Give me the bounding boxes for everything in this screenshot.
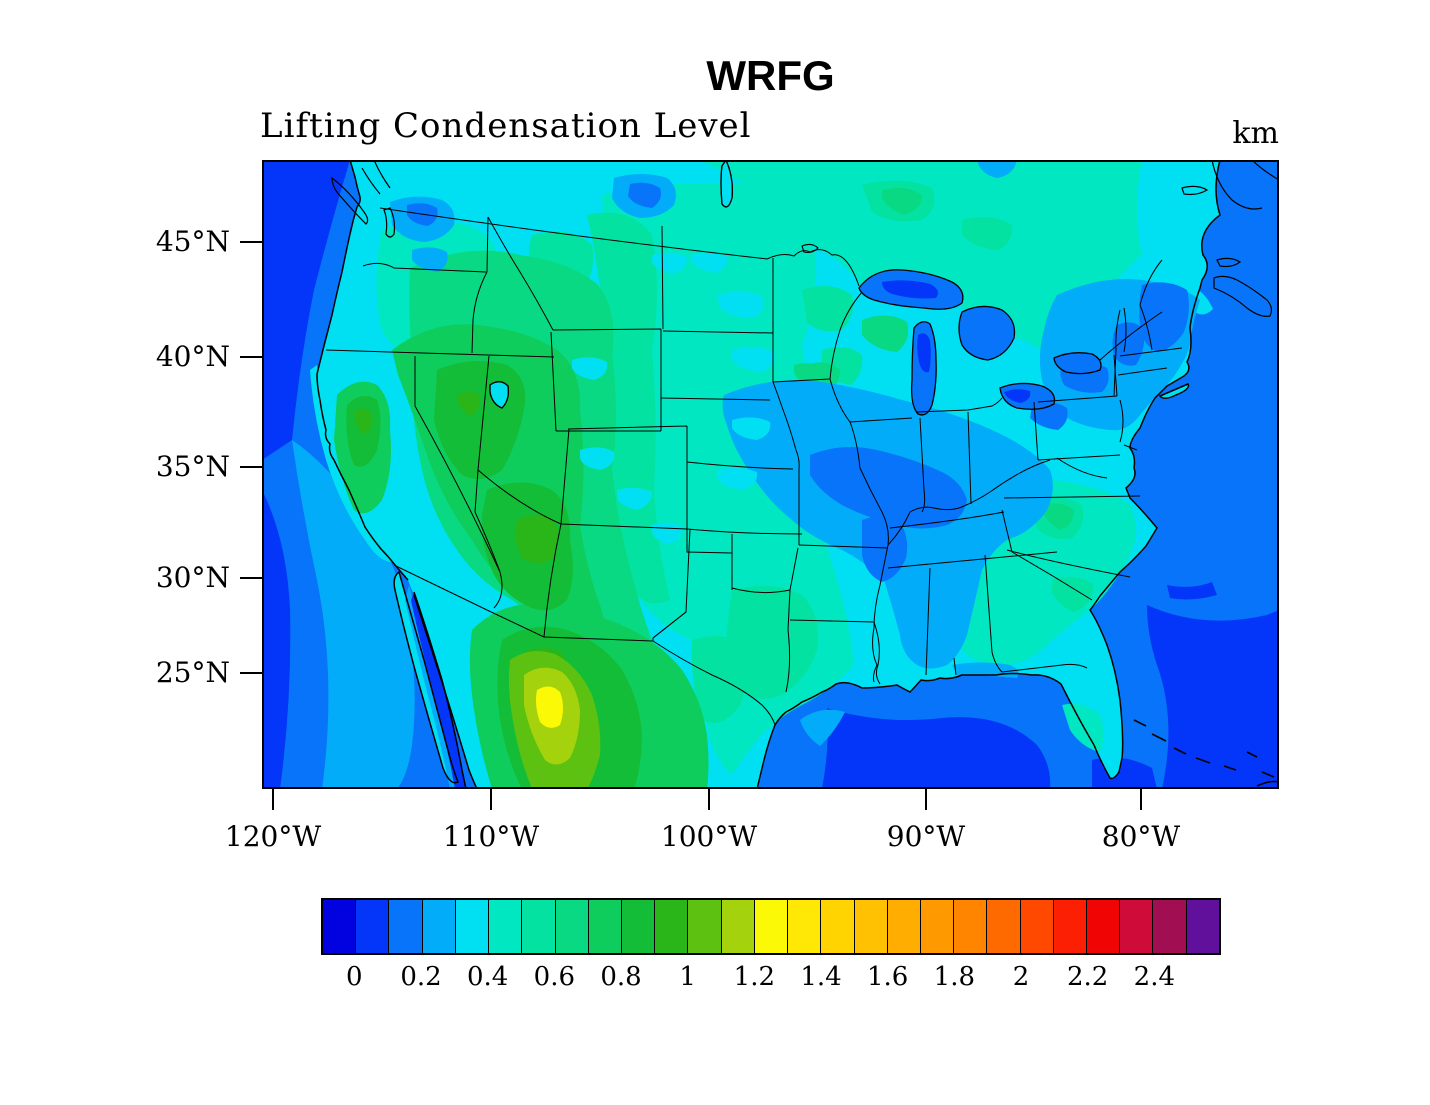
y-tick — [240, 672, 262, 674]
colorbar-tick-label: 1.6 — [866, 962, 909, 992]
colorbar-cell — [554, 900, 588, 953]
colorbar-cell — [1052, 900, 1087, 953]
colorbar-cell — [488, 900, 522, 953]
colorbar-cell — [886, 900, 920, 953]
colorbar-cell — [1019, 900, 1053, 953]
colorbar-cell — [323, 900, 356, 953]
colorbar-tick-label: 1.8 — [933, 962, 976, 992]
colorbar-cell — [720, 900, 754, 953]
y-axis-label: 40°N — [155, 340, 230, 373]
colorbar-cell — [853, 900, 887, 953]
colorbar-cell — [986, 900, 1020, 953]
colorbar-cell — [1185, 900, 1219, 953]
colorbar-tick-label: 1.2 — [733, 962, 776, 992]
x-axis-label: 110°W — [442, 820, 540, 853]
colorbar-tick-label: 1.4 — [800, 962, 842, 992]
colorbar-cell — [388, 900, 422, 953]
x-axis-label: 90°W — [886, 820, 966, 853]
page-title: WRFG — [706, 52, 835, 99]
state-borders — [325, 207, 1183, 726]
x-axis-label: 120°W — [224, 820, 322, 853]
gulf-of-california — [405, 585, 466, 789]
colorbar-tick-label: 0.2 — [400, 962, 442, 992]
colorbar-cell — [1152, 900, 1186, 953]
units-label: km — [1232, 116, 1279, 151]
great-lakes — [489, 160, 1102, 416]
colorbar-cell — [687, 900, 721, 953]
colorbar-labels: 0 0.2 0.4 0.6 0.8 1 1.2 1.4 1.6 1.8 2 2.2 2.4 — [321, 962, 1221, 996]
map-panel — [262, 160, 1279, 789]
plot-subtitle: Lifting Condensation Level — [260, 106, 752, 146]
y-tick — [240, 577, 262, 579]
x-tick — [1140, 789, 1142, 810]
x-axis-label: 80°W — [1101, 820, 1181, 853]
colorbar-cell — [1086, 900, 1120, 953]
x-tick — [925, 789, 927, 810]
y-axis-label: 35°N — [155, 450, 230, 483]
colorbar-cell — [919, 900, 954, 953]
colorbar-cell — [620, 900, 655, 953]
map-canvas — [262, 160, 1279, 789]
colorbar-tick-label: 0.6 — [533, 962, 576, 992]
colorbar-cell — [454, 900, 489, 953]
colorbar-cell — [953, 900, 987, 953]
colorbar-cell — [654, 900, 688, 953]
x-tick — [490, 789, 492, 810]
colorbar-cell — [820, 900, 854, 953]
colorbar-tick-label: 2 — [1012, 962, 1030, 992]
colorbar-cell — [787, 900, 821, 953]
x-tick — [272, 789, 274, 810]
y-axis-label: 30°N — [155, 561, 230, 594]
colorbar-tick-label: 2.2 — [1066, 962, 1109, 992]
colorbar-cell — [521, 900, 555, 953]
y-tick — [240, 356, 262, 358]
y-tick — [240, 466, 262, 468]
colorbar-tick-label: 0.8 — [600, 962, 642, 992]
colorbar-tick-label: 1 — [679, 962, 696, 992]
colorbar-tick-label: 2.4 — [1133, 962, 1176, 992]
colorbar-cell — [355, 900, 389, 953]
colorbar-cell — [753, 900, 788, 953]
y-axis-label: 25°N — [155, 656, 230, 689]
colorbar — [321, 898, 1221, 955]
y-axis-label: 45°N — [155, 225, 230, 258]
colorbar-tick-label: 0.4 — [466, 962, 509, 992]
x-tick — [708, 789, 710, 810]
y-tick — [240, 241, 262, 243]
colorbar-cell — [421, 900, 455, 953]
colorbar-cell — [587, 900, 621, 953]
colorbar-cell — [1119, 900, 1153, 953]
coastlines — [316, 160, 1279, 789]
x-axis-label: 100°W — [660, 820, 758, 853]
map-frame — [262, 160, 1279, 789]
colorbar-tick-label: 0 — [346, 962, 363, 992]
